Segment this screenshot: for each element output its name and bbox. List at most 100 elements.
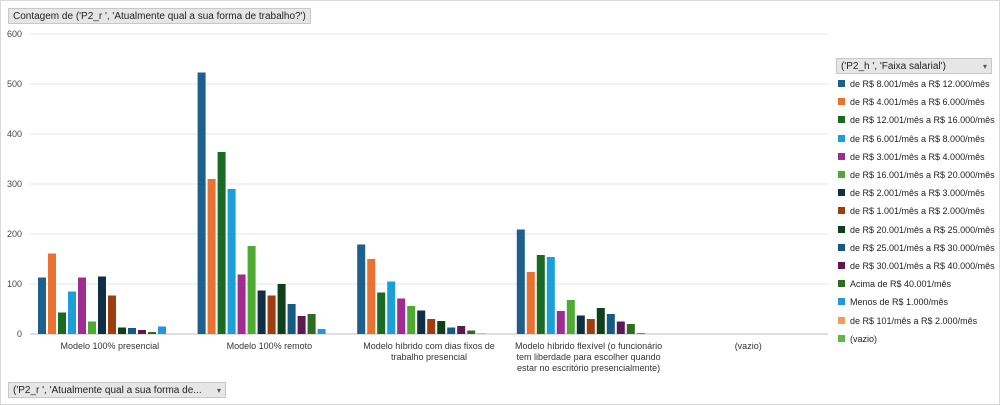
legend-label: de R$ 12.001/mês a R$ 16.000/mês (850, 115, 995, 126)
y-tick-label: 500 (7, 79, 22, 89)
legend-swatch (838, 243, 845, 251)
bar[interactable] (546, 257, 555, 334)
legend-label: de R$ 101/mês a R$ 2.000/mês (850, 315, 978, 326)
bar[interactable] (158, 326, 166, 335)
bar[interactable] (207, 179, 216, 334)
bar[interactable] (58, 312, 66, 335)
legend-label: de R$ 6.001/mês a R$ 8.000/mês (850, 133, 985, 144)
bar[interactable] (377, 292, 386, 335)
axis-field-label: ('P2_r ', 'Atualmente qual a sua forma d… (13, 385, 202, 396)
bar[interactable] (437, 321, 446, 334)
y-tick-label: 400 (7, 129, 22, 139)
bar[interactable] (307, 314, 316, 334)
legend-label: de R$ 20.001/mês a R$ 25.000/mês (850, 224, 995, 235)
x-category-label: Modelo 100% remoto (227, 341, 313, 351)
legend-swatch (838, 80, 845, 87)
bar[interactable] (516, 229, 525, 335)
legend-swatch (838, 116, 845, 124)
legend-swatch (838, 207, 845, 215)
y-tick-label: 0 (17, 329, 22, 339)
y-tick-label: 600 (7, 29, 22, 39)
legend-label: de R$ 1.001/mês a R$ 2.000/mês (850, 206, 985, 217)
legend-label: (vazio) (850, 333, 878, 344)
legend-swatch (838, 98, 845, 106)
legend-field-button[interactable]: ('P2_h ', 'Faixa salarial') ▾ (836, 58, 992, 74)
legend-label: de R$ 2.001/mês a R$ 3.000/mês (850, 188, 985, 199)
bar[interactable] (217, 152, 226, 334)
legend-label: de R$ 25.001/mês a R$ 30.000/mês (850, 242, 995, 253)
bar[interactable] (626, 324, 635, 334)
legend-label: de R$ 16.001/mês a R$ 20.000/mês (850, 170, 995, 180)
value-field-button[interactable]: Contagem de ('P2_r ', 'Atualmente qual a… (8, 8, 311, 24)
gridlines (30, 33, 828, 335)
y-tick-label: 100 (7, 279, 22, 289)
bar[interactable] (586, 319, 595, 334)
x-category-label: tem liberdade para escolher quando (517, 352, 661, 362)
bar[interactable] (616, 321, 625, 335)
legend-swatch (838, 316, 845, 324)
axis-field-button[interactable]: ('P2_r ', 'Atualmente qual a sua forma d… (8, 382, 226, 398)
legend-swatch (838, 262, 845, 269)
bar[interactable] (467, 330, 476, 335)
bar[interactable] (566, 300, 575, 334)
value-field-label: Contagem de ('P2_r ', 'Atualmente qual a… (13, 11, 306, 22)
bar[interactable] (636, 333, 645, 334)
bar[interactable] (397, 298, 406, 335)
legend-swatch (838, 280, 845, 288)
bar[interactable] (227, 189, 236, 334)
bar[interactable] (596, 308, 605, 334)
bar[interactable] (407, 306, 416, 334)
bar[interactable] (68, 291, 76, 335)
bar[interactable] (118, 327, 126, 335)
bar[interactable] (357, 244, 366, 335)
bar[interactable] (237, 274, 246, 335)
bar[interactable] (88, 321, 96, 335)
legend-swatch (838, 189, 845, 197)
x-axis-categories: Modelo 100% presencial Modelo 100% remoto… (61, 341, 762, 373)
bar[interactable] (128, 328, 136, 334)
bar[interactable] (267, 295, 276, 335)
legend-swatch (838, 171, 845, 178)
bar[interactable] (247, 246, 256, 334)
bars (38, 72, 645, 335)
y-tick-label: 200 (7, 229, 22, 239)
legend-label: Menos de R$ 1.000/mês (850, 297, 949, 308)
axis-dropdown-icon[interactable]: ▾ (216, 386, 221, 395)
x-category-label: Modelo 100% presencial (61, 341, 160, 351)
y-axis-ticks: 0 100 200 300 400 500 600 (7, 29, 22, 339)
bar[interactable] (108, 295, 116, 335)
legend-field-label: ('P2_h ', 'Faixa salarial') (841, 61, 946, 72)
bar[interactable] (317, 329, 326, 334)
bar[interactable] (367, 259, 376, 334)
bar[interactable] (78, 277, 86, 335)
bar[interactable] (197, 72, 206, 335)
bar[interactable] (297, 316, 306, 334)
bar[interactable] (148, 332, 156, 334)
bar[interactable] (48, 253, 56, 335)
legend-swatch (838, 152, 845, 160)
legend-label: de R$ 4.001/mês a R$ 6.000/mês (850, 97, 985, 108)
bar[interactable] (38, 277, 46, 335)
bar[interactable] (387, 281, 396, 335)
legend-swatch (838, 298, 845, 306)
bar[interactable] (138, 330, 146, 334)
legend-swatch (838, 225, 845, 233)
bar[interactable] (457, 326, 466, 334)
bar[interactable] (257, 290, 266, 335)
bar[interactable] (427, 319, 436, 334)
bar[interactable] (477, 333, 486, 335)
bar[interactable] (576, 315, 585, 335)
bar[interactable] (606, 314, 615, 334)
bar[interactable] (277, 284, 286, 334)
bar[interactable] (536, 255, 545, 334)
legend-dropdown-icon[interactable]: ▾ (982, 62, 987, 71)
x-category-label: trabalho presencial (391, 352, 467, 362)
bar[interactable] (417, 310, 426, 335)
legend-label: de R$ 3.001/mês a R$ 4.000/mês (850, 151, 985, 162)
bar[interactable] (526, 272, 535, 334)
bar[interactable] (287, 304, 296, 334)
bar[interactable] (556, 311, 565, 334)
bar[interactable] (98, 276, 106, 335)
bar[interactable] (447, 327, 456, 335)
